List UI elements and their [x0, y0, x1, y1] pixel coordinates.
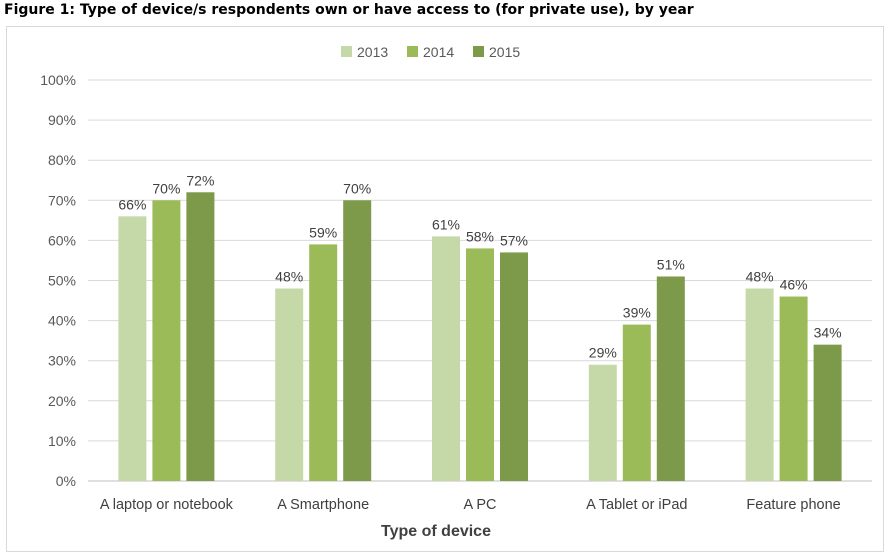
y-tick-label: 70%: [48, 192, 76, 208]
bar-2014: [466, 248, 494, 481]
legend-swatch: [341, 46, 352, 57]
data-label: 61%: [432, 216, 460, 232]
x-axis-categories: A laptop or notebook A Smartphone A PC A Ta…: [100, 497, 841, 513]
category-label: A PC: [463, 497, 496, 513]
x-axis-title: Type of device: [381, 523, 491, 540]
bar-2015: [186, 192, 215, 481]
y-tick-label: 50%: [48, 273, 76, 289]
bar-2013: [745, 288, 774, 481]
data-label: 39%: [623, 305, 651, 321]
data-label: 48%: [746, 269, 774, 285]
y-tick-label: 100%: [40, 72, 76, 88]
data-label: 34%: [814, 325, 842, 341]
data-labels: 66% 70% 72% 48% 59% 70% 61% 58% 57% 29% 39% 51% 48% 4…: [118, 172, 841, 360]
figure-title: Figure 1: Type of device/s respondents o…: [4, 2, 694, 18]
legend-swatch: [407, 46, 418, 57]
legend-swatch: [473, 46, 484, 57]
bar-2014: [622, 324, 651, 481]
y-tick-label: 90%: [48, 112, 76, 128]
data-label: 59%: [309, 224, 337, 240]
y-tick-label: 80%: [48, 152, 76, 168]
bar-2015: [813, 344, 842, 481]
y-tick-label: 10%: [48, 433, 76, 449]
category-label: A Smartphone: [277, 497, 369, 513]
data-label: 66%: [118, 196, 146, 212]
legend-label: 2015: [489, 44, 520, 60]
data-label: 70%: [152, 180, 180, 196]
bars: [118, 192, 842, 482]
bar-2013: [432, 236, 460, 481]
bar-2014: [309, 244, 338, 481]
bar-2014: [779, 296, 808, 481]
legend-label: 2013: [357, 44, 388, 60]
y-axis-ticks: 0% 10% 20% 30% 40% 50% 60% 70% 80% 90% 100%: [40, 72, 76, 489]
y-tick-label: 0%: [56, 473, 76, 489]
category-label: A Tablet or iPad: [586, 497, 687, 513]
bar-2015: [343, 200, 372, 482]
bar-2013: [118, 216, 147, 481]
bar-2015: [656, 276, 685, 481]
y-tick-label: 60%: [48, 232, 76, 248]
data-label: 46%: [780, 277, 808, 293]
data-label: 70%: [343, 180, 371, 196]
y-tick-label: 30%: [48, 353, 76, 369]
y-tick-label: 40%: [48, 313, 76, 329]
category-label: Feature phone: [746, 497, 840, 513]
category-label: A laptop or notebook: [100, 497, 234, 513]
bar-2015: [500, 252, 528, 481]
data-label: 57%: [500, 232, 528, 248]
legend: 2013 2014 2015: [341, 44, 520, 60]
bar-2013: [275, 288, 304, 481]
bar-2013: [588, 364, 617, 481]
legend-label: 2014: [423, 44, 454, 60]
bar-2014: [152, 200, 181, 482]
data-label: 58%: [466, 228, 494, 244]
chart-frame: [6, 26, 884, 552]
y-tick-label: 20%: [48, 393, 76, 409]
data-label: 72%: [186, 172, 214, 188]
data-label: 48%: [275, 269, 303, 285]
data-label: 51%: [657, 256, 685, 272]
data-label: 29%: [589, 345, 617, 361]
